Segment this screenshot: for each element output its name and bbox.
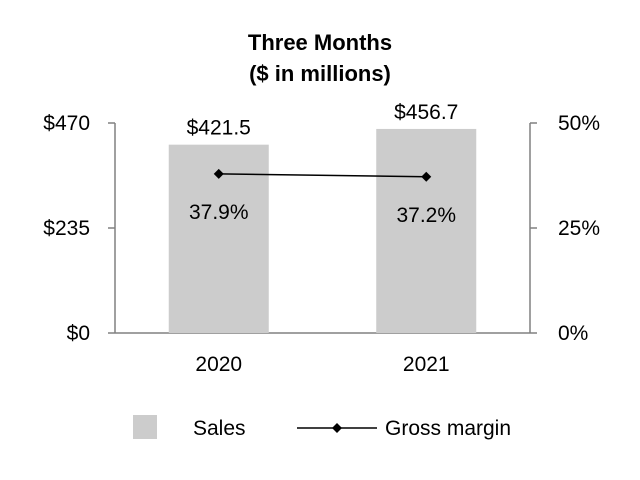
left-axis-tick-label: $235 — [43, 217, 90, 240]
right-axis-tick-label: 50% — [558, 112, 600, 135]
margin-line — [213, 168, 432, 182]
legend-sales-swatch — [133, 415, 157, 439]
gross-margin-point — [421, 171, 432, 182]
left-axis-tick-label: $470 — [43, 112, 90, 135]
legend-sales-label: Sales — [193, 417, 246, 440]
x-axis-tick-label: 2020 — [195, 353, 242, 376]
left-axis-tick-label: $0 — [67, 322, 90, 345]
right-axis-tick-label: 25% — [558, 217, 600, 240]
x-axis-tick-label: 2021 — [403, 353, 450, 376]
right-axis-tick-label: 0% — [558, 322, 588, 345]
legend-gross-margin-marker — [332, 423, 342, 433]
legend: Sales Gross margin — [133, 415, 511, 440]
chart-subtitle: ($ in millions) — [249, 61, 391, 86]
gross-margin-data-label: 37.2% — [396, 204, 456, 227]
gross-margin-line — [218, 173, 427, 178]
legend-gross-margin-label: Gross margin — [385, 417, 511, 440]
sales-bar — [376, 128, 477, 333]
sales-data-label: $456.7 — [394, 101, 458, 124]
sales-data-label: $421.5 — [187, 117, 251, 140]
gross-margin-point — [213, 168, 224, 179]
data-labels: $421.5 $456.7 37.9% 37.2% — [187, 101, 459, 227]
chart-title: Three Months — [248, 30, 392, 55]
gross-margin-data-label: 37.9% — [189, 201, 249, 224]
axes: $0 $235 $470 0% 25% 50% 2020 2021 — [43, 112, 600, 376]
bars — [168, 128, 477, 333]
